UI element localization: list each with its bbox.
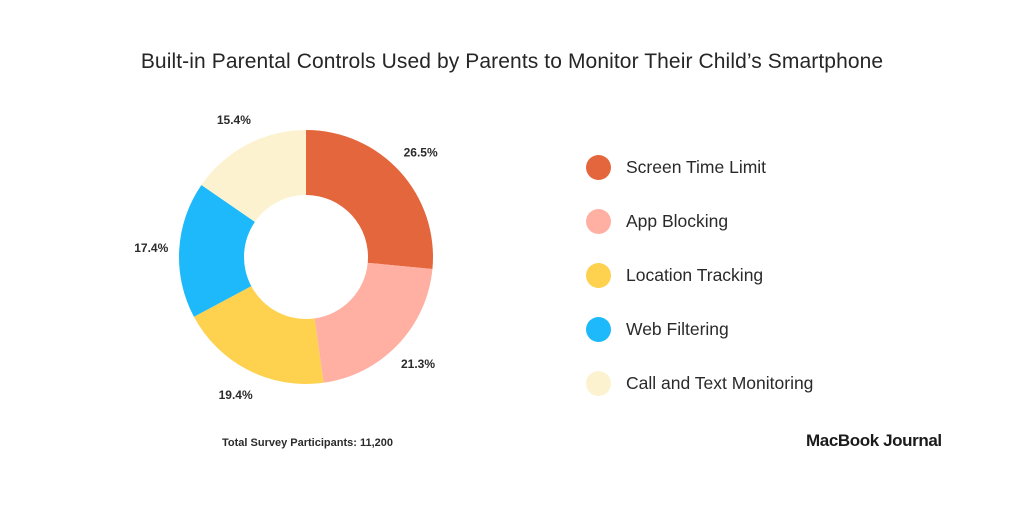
legend-swatch [586, 370, 611, 396]
legend-swatch [586, 208, 611, 234]
legend-item: Call and Text Monitoring [586, 356, 813, 410]
slice-value-label: 21.3% [401, 357, 435, 371]
slice-value-label: 19.4% [219, 388, 253, 402]
slice-value-label: 26.5% [404, 146, 438, 160]
legend: Screen Time Limit App Blocking Location Tr… [586, 140, 813, 410]
legend-label: Call and Text Monitoring [626, 372, 814, 393]
brand-logo: MacBook Journal [806, 431, 942, 450]
legend-item: App Blocking [586, 194, 813, 248]
donut-chart: 26.5% 21.3% 19.4% 17.4% 15.4% [134, 113, 438, 402]
legend-item: Web Filtering [586, 302, 813, 356]
legend-label: App Blocking [626, 210, 729, 231]
legend-label: Screen Time Limit [626, 156, 767, 177]
legend-item: Location Tracking [586, 248, 813, 302]
slice-value-label: 17.4% [134, 241, 168, 255]
legend-item: Screen Time Limit [586, 140, 813, 194]
donut-slice-0 [306, 130, 433, 269]
legend-label: Web Filtering [626, 318, 729, 339]
donut-slice-1 [314, 262, 433, 383]
donut-slice-4 [201, 130, 306, 222]
legend-swatch [586, 262, 611, 288]
donut-slice-2 [193, 286, 324, 384]
footnote: Total Survey Participants: 11,200 [222, 437, 393, 449]
chart-title: Built-in Parental Controls Used by Paren… [140, 50, 884, 73]
legend-swatch [586, 316, 611, 342]
donut-slice-3 [179, 184, 255, 317]
slice-value-label: 15.4% [217, 113, 251, 127]
legend-label: Location Tracking [626, 264, 764, 285]
legend-swatch [586, 154, 611, 180]
